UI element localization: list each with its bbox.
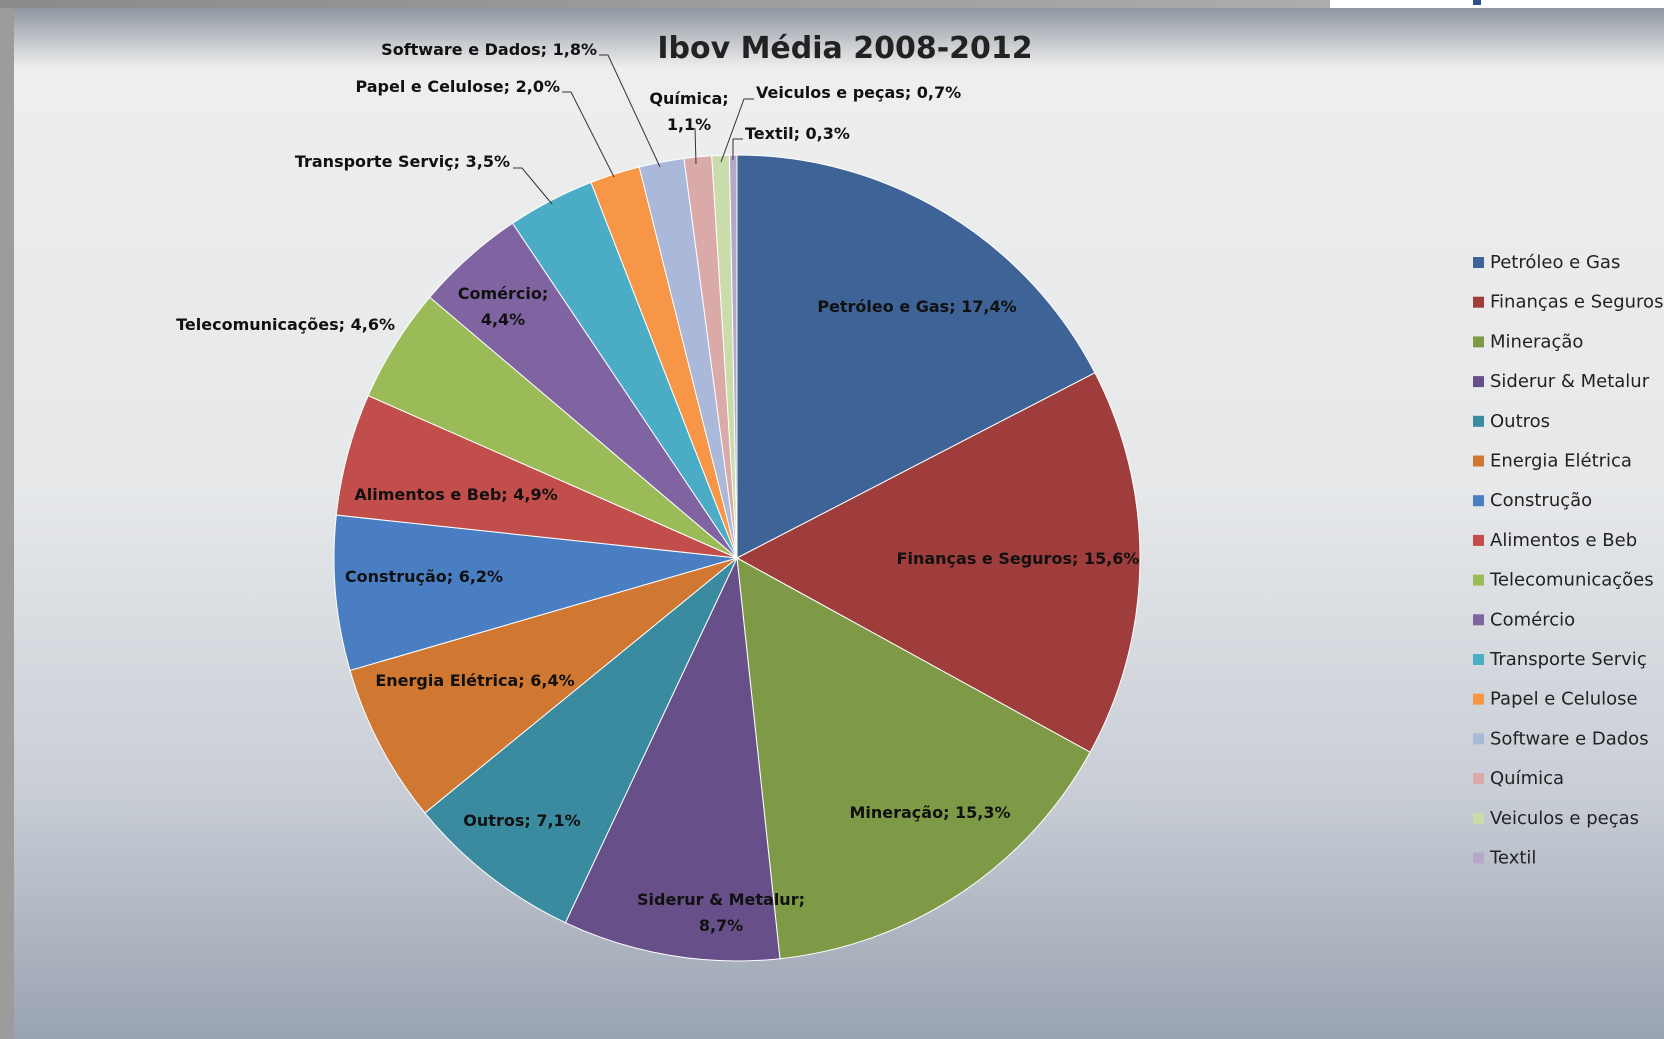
data-label-petroleo-e-gas: Petróleo e Gas; 17,4% [817, 297, 1016, 316]
data-label-financas-e-seguros: Finanças e Seguros; 15,6% [897, 549, 1140, 568]
legend-swatch-software-e-dados [1473, 733, 1484, 745]
legend-swatch-mineracao [1473, 336, 1484, 348]
data-label-papel-e-celulose: Papel e Celulose; 2,0% [355, 77, 560, 96]
legend-swatch-transporte-servic [1473, 654, 1484, 665]
legend-label-construcao: Construção [1490, 490, 1592, 511]
data-label-transporte-servic: Transporte Serviç; 3,5% [295, 152, 510, 171]
window-top-strip [0, 0, 1664, 8]
legend-swatch-papel-e-celulose [1473, 693, 1484, 705]
data-label-quimica: Química; 1,1% [649, 89, 728, 134]
pie-slice-siderur-metalur [564, 556, 781, 962]
legend-swatch-financas-e-seguros [1473, 296, 1484, 308]
pie-slices [333, 154, 1141, 962]
legend-label-transporte-servic: Transporte Serviç [1489, 649, 1647, 670]
legend-label-outros: Outros [1490, 411, 1550, 432]
legend-label-alimentos-e-beb: Alimentos e Beb [1490, 530, 1637, 551]
data-label-alimentos-e-beb: Alimentos e Beb; 4,9% [354, 485, 557, 504]
legend-label-siderur-metalur: Siderur & Metalur [1490, 371, 1650, 392]
data-label-energia-eletrica: Energia Elétrica; 6,4% [375, 671, 574, 690]
legend-label-software-e-dados: Software e Dados [1490, 728, 1649, 749]
top-tab-mark [1473, 0, 1481, 5]
legend-swatch-comercio [1473, 614, 1484, 626]
legend-label-petroleo-e-gas: Petróleo e Gas [1490, 252, 1620, 273]
data-label-veiculos-e-pecas: Veiculos e peças; 0,7% [756, 83, 961, 102]
legend-swatch-quimica [1473, 773, 1484, 785]
legend-swatch-siderur-metalur [1473, 376, 1484, 388]
data-labels: Petróleo e Gas; 17,4% Finanças e Seguros;… [176, 40, 1139, 935]
leader-line-textil [732, 138, 743, 160]
leader-lines [513, 54, 754, 205]
legend-swatch-alimentos-e-beb [1473, 534, 1484, 546]
legend-swatch-petroleo-e-gas [1473, 257, 1484, 268]
data-label-telecomunicacoes: Telecomunicações; 4,6% [176, 315, 395, 334]
leader-line-quimica [694, 127, 697, 165]
legend-swatch-textil [1473, 852, 1484, 864]
pie-slice-energia-eletrica [349, 557, 738, 814]
legend-swatch-veiculos-e-pecas [1473, 812, 1484, 824]
legend: Petróleo e Gas Finanças e Seguros Mineraçã… [1473, 252, 1663, 869]
data-label-textil: Textil; 0,3% [745, 124, 850, 143]
top-tab [1330, 0, 1664, 8]
pie-slice-mineracao [736, 557, 1091, 960]
legend-swatch-telecomunicacoes [1473, 574, 1484, 586]
pie-slice-construcao [333, 514, 738, 672]
data-label-software-e-dados: Software e Dados; 1,8% [381, 40, 597, 59]
legend-label-textil: Textil [1489, 848, 1536, 869]
data-label-construcao: Construção; 6,2% [345, 567, 503, 586]
legend-label-mineracao: Mineração [1490, 331, 1583, 352]
legend-label-comercio: Comércio [1490, 609, 1575, 630]
legend-swatch-construcao [1473, 495, 1484, 507]
legend-label-papel-e-celulose: Papel e Celulose [1490, 689, 1638, 710]
pie-slice-outros [424, 557, 738, 924]
legend-label-energia-eletrica: Energia Elétrica [1490, 451, 1632, 472]
legend-label-telecomunicacoes: Telecomunicações [1489, 570, 1654, 591]
legend-swatch-outros [1473, 415, 1484, 427]
data-label-mineracao: Mineração; 15,3% [849, 803, 1010, 822]
leader-line-software-e-dados [599, 54, 661, 168]
legend-label-quimica: Química [1490, 768, 1564, 789]
legend-label-financas-e-seguros: Finanças e Seguros [1490, 292, 1663, 313]
leader-line-papel-e-celulose [562, 91, 615, 178]
legend-label-veiculos-e-pecas: Veiculos e peças [1490, 808, 1639, 829]
leader-line-veiculos-e-pecas [720, 98, 754, 163]
pie-slice-petroleo-e-gas [736, 154, 1096, 559]
legend-swatch-energia-eletrica [1473, 455, 1484, 467]
data-label-outros: Outros; 7,1% [463, 811, 580, 830]
pie-slice-financas-e-seguros [735, 372, 1141, 753]
data-label-comercio: Comércio; 4,4% [458, 284, 549, 329]
chart-title: Ibov Média 2008-2012 [657, 31, 1032, 66]
leader-line-transporte-servic [513, 167, 553, 205]
data-label-siderur-metalur: Siderur & Metalur; 8,7% [637, 890, 805, 935]
